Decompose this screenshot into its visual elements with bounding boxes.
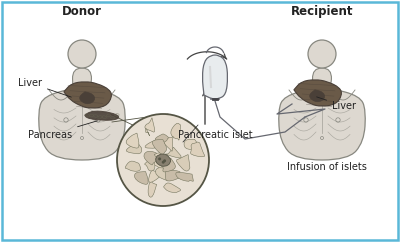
PathPatch shape (166, 147, 181, 158)
Text: Donor: Donor (62, 5, 102, 18)
Text: Liver: Liver (18, 78, 71, 97)
PathPatch shape (152, 140, 167, 155)
PathPatch shape (85, 111, 119, 120)
Circle shape (163, 159, 166, 162)
Text: Infusion of islets: Infusion of islets (287, 162, 367, 172)
PathPatch shape (176, 172, 193, 181)
PathPatch shape (184, 139, 200, 149)
PathPatch shape (156, 154, 170, 166)
PathPatch shape (171, 123, 180, 140)
PathPatch shape (145, 141, 156, 148)
Text: Liver: Liver (317, 97, 356, 111)
PathPatch shape (145, 158, 155, 171)
PathPatch shape (145, 118, 155, 132)
PathPatch shape (126, 133, 139, 148)
Circle shape (308, 40, 336, 68)
PathPatch shape (39, 88, 125, 160)
PathPatch shape (152, 152, 168, 169)
PathPatch shape (176, 155, 190, 171)
Circle shape (117, 114, 209, 206)
PathPatch shape (125, 161, 140, 171)
PathPatch shape (156, 168, 173, 181)
Circle shape (158, 157, 161, 160)
PathPatch shape (149, 171, 161, 182)
Text: Pancreas: Pancreas (28, 121, 97, 140)
PathPatch shape (148, 181, 157, 197)
PathPatch shape (126, 143, 142, 154)
PathPatch shape (164, 183, 181, 193)
PathPatch shape (154, 134, 171, 147)
PathPatch shape (161, 158, 176, 172)
PathPatch shape (190, 142, 205, 157)
PathPatch shape (310, 90, 325, 102)
PathPatch shape (202, 55, 228, 99)
PathPatch shape (294, 80, 342, 106)
Circle shape (68, 40, 96, 68)
PathPatch shape (144, 151, 158, 165)
PathPatch shape (80, 92, 95, 104)
PathPatch shape (134, 172, 148, 184)
PathPatch shape (146, 128, 150, 136)
PathPatch shape (64, 82, 112, 108)
PathPatch shape (164, 136, 173, 151)
PathPatch shape (312, 68, 332, 90)
PathPatch shape (279, 88, 365, 160)
Circle shape (162, 161, 165, 164)
Text: Recipient: Recipient (291, 5, 353, 18)
Text: Pancreatic islet: Pancreatic islet (178, 130, 252, 140)
PathPatch shape (72, 68, 92, 90)
PathPatch shape (165, 170, 182, 181)
